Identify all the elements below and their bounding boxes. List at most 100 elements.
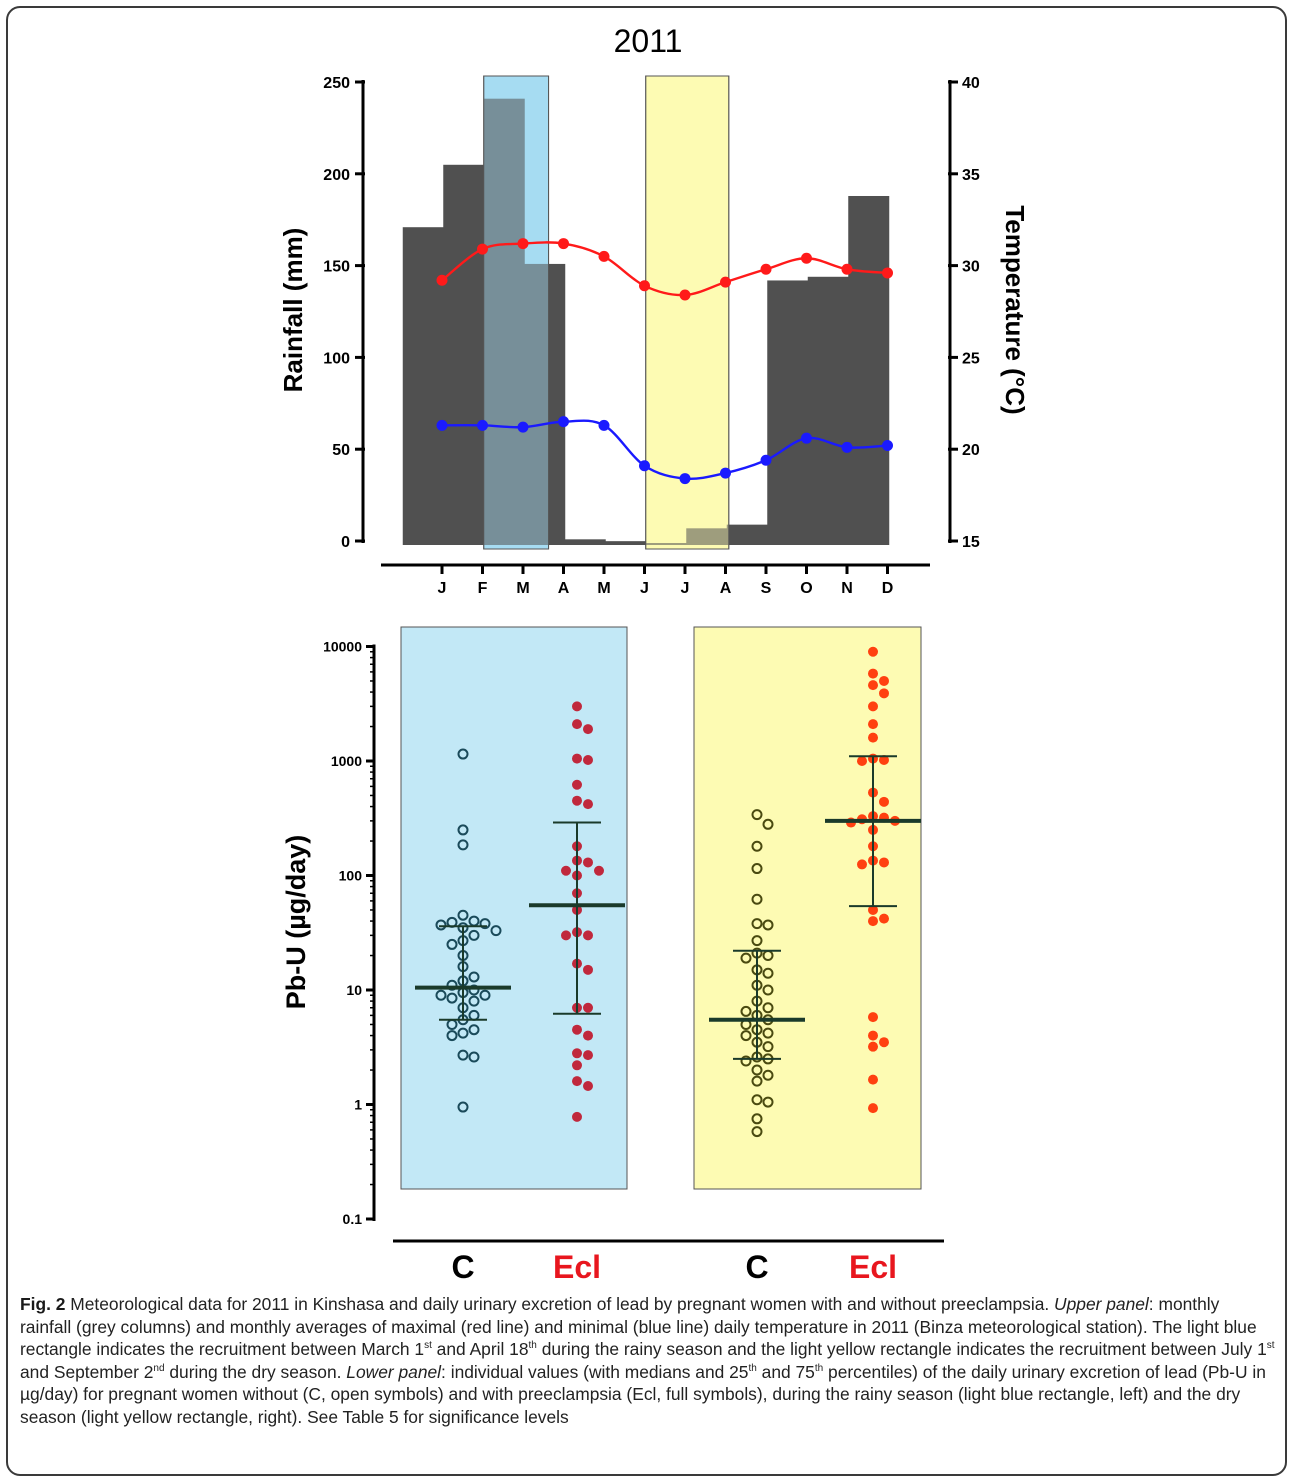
tmin-temperature-point (882, 440, 893, 452)
ecl-point (868, 1074, 878, 1085)
ecl-point (572, 1048, 582, 1059)
tmax-temperature-point (841, 263, 853, 275)
control-point (479, 918, 491, 930)
control-point (740, 1030, 752, 1042)
recruitment-rect (645, 75, 730, 550)
caption-text: and April 18 (431, 1339, 529, 1360)
ecl-point (561, 930, 571, 941)
ecl-point (572, 1076, 582, 1087)
control-point (479, 989, 491, 1001)
ecl-point (594, 865, 604, 876)
month-tick-label: A (720, 580, 732, 597)
month-tick-label: D (882, 580, 894, 597)
ecl-point (879, 688, 889, 699)
control-point (762, 818, 774, 830)
control-point (762, 1002, 774, 1014)
control-point (468, 995, 480, 1007)
rainfall-tick-label: 100 (323, 350, 350, 367)
rainfall-bar (767, 280, 809, 545)
pbu-tick-label: 1 (354, 1097, 362, 1113)
control-point (446, 938, 458, 950)
recruitment-period-overlay (483, 75, 730, 550)
month-tick-label: M (516, 580, 529, 597)
rainfall-bars (402, 98, 890, 546)
rainfall-tick-label: 200 (323, 167, 350, 184)
month-tick-label: O (800, 580, 812, 597)
rainfall-tick-label: 50 (332, 442, 350, 459)
ecl-point (572, 795, 582, 806)
temperature-axis-label: Temperature (°C) (1000, 205, 1030, 414)
control-point (751, 1113, 763, 1125)
ecl-point (857, 859, 867, 870)
control-point (751, 863, 763, 875)
temperature-tick-label: 40 (962, 75, 980, 92)
pbu-tick-label: 10 (346, 982, 362, 998)
tmin-temperature-point (558, 416, 569, 428)
tmax-temperature-point (679, 289, 691, 301)
ecl-point (868, 646, 878, 657)
control-point (740, 952, 752, 964)
ecl-point (583, 799, 593, 810)
tmax-temperature-point (436, 274, 448, 286)
caption-sup: th (528, 1340, 537, 1352)
caption-sup: st (424, 1340, 432, 1352)
temperature-tick-label: 35 (962, 167, 980, 184)
caption-sup: st (1266, 1340, 1275, 1352)
pbu-tick-label: 100 (339, 868, 363, 884)
temperature-tick-label: 15 (962, 534, 980, 551)
median-iqr-markers (415, 755, 921, 1060)
tmax-temperature-point (760, 263, 772, 275)
ecl-point (879, 913, 889, 924)
ecl-point (868, 719, 878, 730)
control-point (457, 1101, 469, 1113)
ecl-point (583, 1030, 593, 1041)
tmax-temperature-point (720, 276, 731, 288)
control-point (751, 1094, 763, 1106)
control-point (740, 1055, 752, 1067)
caption-text: : individual values (with medians and 25 (441, 1361, 749, 1382)
ecl-point (868, 680, 878, 691)
ecl-point (572, 701, 582, 712)
rainfall-bar (605, 541, 647, 545)
ecl-point (583, 930, 593, 941)
lower-axes: 0.1 1 10 100 1000 10000 C Ecl C Ecl (323, 639, 944, 1285)
caption-text: percentiles) of the daily urinary excret… (20, 1361, 1266, 1427)
control-point (751, 809, 763, 821)
rainfall-bar (645, 543, 687, 545)
rainfall-bar (402, 227, 444, 545)
rainfall-bar (686, 528, 728, 545)
ecl-point (583, 724, 593, 735)
ecl-point (868, 732, 878, 743)
control-point (751, 1075, 763, 1087)
ecl-point (879, 1037, 889, 1048)
control-point (751, 935, 763, 947)
tmin-temperature-point (760, 454, 772, 466)
recruitment-overlay (645, 75, 730, 550)
control-point (751, 918, 763, 930)
month-tick-label: N (841, 580, 853, 597)
ecl-point (583, 1050, 593, 1061)
month-tick-label: S (761, 580, 772, 597)
control-point (751, 840, 763, 852)
control-point (468, 984, 480, 996)
ecl-point (868, 701, 878, 712)
control-point (762, 1069, 774, 1081)
ecl-point (572, 1024, 582, 1035)
month-tick-label: J (438, 580, 447, 597)
control-point (468, 971, 480, 983)
caption-text: : monthly rainfall (grey columns) and mo… (20, 1294, 1257, 1360)
ecl-point (879, 755, 889, 766)
ecl-point (583, 1002, 593, 1013)
control-point (457, 748, 469, 760)
temperature-tick-label: 20 (962, 442, 980, 459)
pbu-tick-label: 10000 (323, 639, 362, 655)
control-point (435, 989, 447, 1001)
pbu-tick-label: 1000 (331, 753, 362, 769)
tmin-temperature-point (598, 419, 610, 431)
tmax-temperature-point (477, 243, 488, 255)
caption-sup: th (814, 1362, 824, 1374)
tmin-temperature-point (477, 419, 488, 431)
upper-axes: 0 50 100 150 200 250 15 20 25 30 35 40 J F M A M J J A S O N D (323, 75, 980, 597)
ecl-point (572, 719, 582, 730)
group-label: Ecl (849, 1249, 897, 1285)
